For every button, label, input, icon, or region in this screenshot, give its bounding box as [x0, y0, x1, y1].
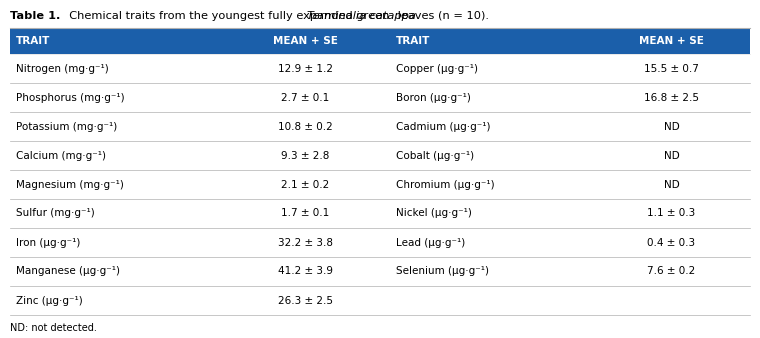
Bar — [10, 170, 750, 199]
Text: Chemical traits from the youngest fully expanded green: Chemical traits from the youngest fully … — [62, 11, 393, 21]
Text: 26.3 ± 2.5: 26.3 ± 2.5 — [277, 295, 333, 306]
Text: leaves (n = 10).: leaves (n = 10). — [394, 11, 489, 21]
Text: ND: ND — [663, 179, 679, 190]
Text: MEAN + SE: MEAN + SE — [273, 36, 337, 46]
Bar — [10, 199, 750, 228]
Text: 15.5 ± 0.7: 15.5 ± 0.7 — [644, 64, 699, 73]
Bar — [10, 257, 750, 286]
Text: Lead (μg·g⁻¹): Lead (μg·g⁻¹) — [396, 238, 465, 247]
Text: Nickel (μg·g⁻¹): Nickel (μg·g⁻¹) — [396, 209, 472, 218]
Text: 2.1 ± 0.2: 2.1 ± 0.2 — [281, 179, 329, 190]
Bar — [10, 112, 750, 141]
Text: ND: ND — [663, 121, 679, 131]
Bar — [10, 228, 750, 257]
Bar — [10, 83, 750, 112]
Text: Terminalia catappa: Terminalia catappa — [307, 11, 416, 21]
Bar — [10, 54, 750, 83]
Text: Copper (μg·g⁻¹): Copper (μg·g⁻¹) — [396, 64, 478, 73]
Text: 7.6 ± 0.2: 7.6 ± 0.2 — [648, 266, 695, 276]
Text: 41.2 ± 3.9: 41.2 ± 3.9 — [277, 266, 333, 276]
Text: 1.1 ± 0.3: 1.1 ± 0.3 — [648, 209, 695, 218]
Bar — [10, 28, 750, 54]
Text: Manganese (μg·g⁻¹): Manganese (μg·g⁻¹) — [16, 266, 120, 276]
Text: Chromium (μg·g⁻¹): Chromium (μg·g⁻¹) — [396, 179, 495, 190]
Text: 32.2 ± 3.8: 32.2 ± 3.8 — [277, 238, 333, 247]
Text: Cadmium (μg·g⁻¹): Cadmium (μg·g⁻¹) — [396, 121, 490, 131]
Text: 0.4 ± 0.3: 0.4 ± 0.3 — [648, 238, 695, 247]
Text: Zinc (μg·g⁻¹): Zinc (μg·g⁻¹) — [16, 295, 83, 306]
Text: Table 1.: Table 1. — [10, 11, 60, 21]
Text: Potassium (mg·g⁻¹): Potassium (mg·g⁻¹) — [16, 121, 117, 131]
Text: 10.8 ± 0.2: 10.8 ± 0.2 — [277, 121, 333, 131]
Text: TRAIT: TRAIT — [16, 36, 50, 46]
Text: Phosphorus (mg·g⁻¹): Phosphorus (mg·g⁻¹) — [16, 93, 125, 102]
Bar — [10, 286, 750, 315]
Text: Cobalt (μg·g⁻¹): Cobalt (μg·g⁻¹) — [396, 150, 474, 161]
Text: 9.3 ± 2.8: 9.3 ± 2.8 — [281, 150, 329, 161]
Text: 16.8 ± 2.5: 16.8 ± 2.5 — [644, 93, 699, 102]
Bar — [10, 141, 750, 170]
Text: Boron (μg·g⁻¹): Boron (μg·g⁻¹) — [396, 93, 471, 102]
Text: ND: not detected.: ND: not detected. — [10, 323, 97, 333]
Text: Calcium (mg·g⁻¹): Calcium (mg·g⁻¹) — [16, 150, 106, 161]
Text: Sulfur (mg·g⁻¹): Sulfur (mg·g⁻¹) — [16, 209, 95, 218]
Text: MEAN + SE: MEAN + SE — [639, 36, 704, 46]
Text: ND: ND — [663, 150, 679, 161]
Text: TRAIT: TRAIT — [396, 36, 430, 46]
Text: 12.9 ± 1.2: 12.9 ± 1.2 — [277, 64, 333, 73]
Text: Selenium (μg·g⁻¹): Selenium (μg·g⁻¹) — [396, 266, 489, 276]
Text: Magnesium (mg·g⁻¹): Magnesium (mg·g⁻¹) — [16, 179, 124, 190]
Text: Nitrogen (mg·g⁻¹): Nitrogen (mg·g⁻¹) — [16, 64, 109, 73]
Text: 1.7 ± 0.1: 1.7 ± 0.1 — [281, 209, 329, 218]
Text: 2.7 ± 0.1: 2.7 ± 0.1 — [281, 93, 329, 102]
Text: Iron (μg·g⁻¹): Iron (μg·g⁻¹) — [16, 238, 81, 247]
